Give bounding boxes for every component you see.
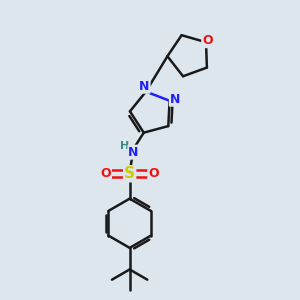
Text: O: O: [100, 167, 111, 180]
Text: S: S: [124, 166, 135, 181]
Text: O: O: [148, 167, 159, 180]
Text: O: O: [202, 34, 213, 47]
Text: N: N: [170, 93, 180, 106]
Text: N: N: [139, 80, 150, 93]
Text: H: H: [120, 141, 130, 151]
Text: N: N: [128, 146, 139, 159]
